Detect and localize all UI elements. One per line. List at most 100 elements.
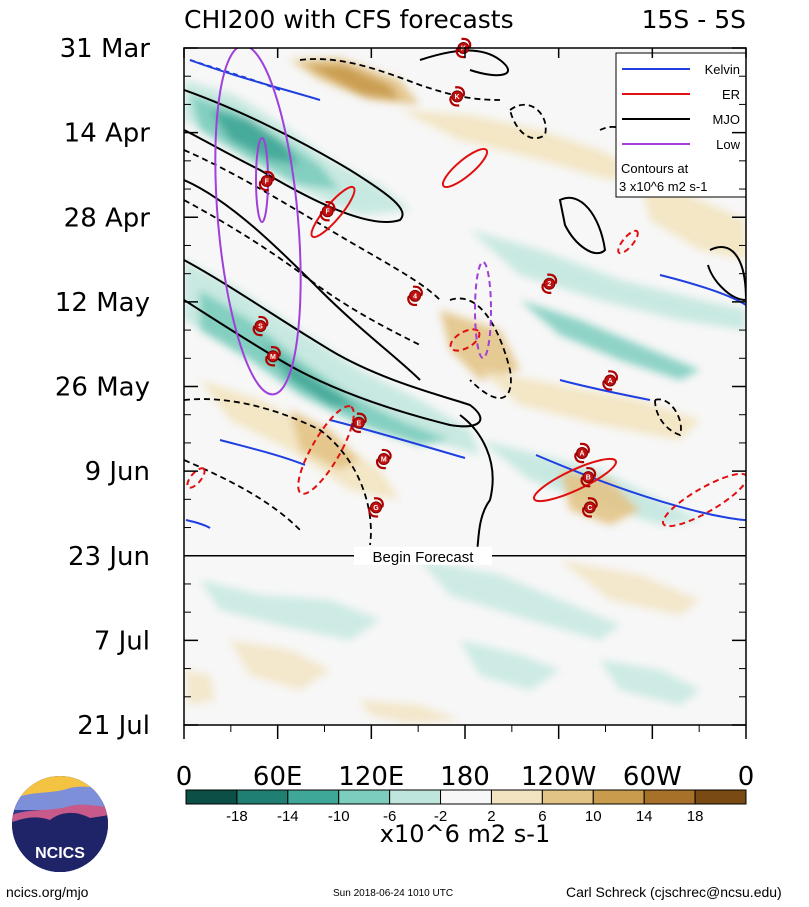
mjo-contour bbox=[184, 89, 404, 223]
footer-url[interactable]: ncics.org/mjo bbox=[6, 884, 89, 900]
footer-timestamp: Sun 2018-06-24 1010 UTC bbox=[333, 888, 454, 899]
storm-arm bbox=[586, 467, 597, 478]
mjo-contour bbox=[184, 179, 421, 381]
storm-arm bbox=[602, 379, 613, 391]
storm-arm bbox=[579, 442, 590, 454]
logo-text: NCICS bbox=[35, 845, 85, 862]
storm-marker: A bbox=[602, 370, 618, 391]
shade-patch bbox=[200, 580, 380, 640]
x-tick-label: 60E bbox=[253, 762, 303, 792]
kelvin-contour bbox=[535, 454, 746, 521]
shade-patch bbox=[186, 670, 215, 705]
storm-dot bbox=[583, 501, 596, 514]
contour-note-line2: 3 x10^6 m2 s-1 bbox=[619, 179, 707, 194]
storm-arm bbox=[407, 295, 418, 306]
storm-dot bbox=[370, 501, 383, 514]
storm-marker: G bbox=[368, 497, 384, 518]
colorbar-level: 10 bbox=[585, 808, 602, 825]
storm-arm bbox=[455, 86, 466, 97]
storm-arm bbox=[258, 180, 269, 192]
storm-dot bbox=[451, 90, 464, 103]
storm-arm bbox=[376, 458, 386, 470]
low-contour-negative bbox=[474, 261, 492, 359]
shade-patch bbox=[560, 560, 700, 615]
shade-patch bbox=[420, 560, 620, 640]
mjo-contour bbox=[558, 197, 607, 255]
contour-note-line1: Contours at bbox=[621, 161, 689, 176]
shade-patch bbox=[600, 660, 700, 705]
wave-contours bbox=[184, 48, 746, 561]
shade-patch bbox=[520, 300, 700, 380]
y-tick-label: 7 Jul bbox=[94, 626, 150, 656]
shade-patch bbox=[460, 640, 560, 690]
y-tick-label: 14 Apr bbox=[64, 119, 151, 149]
storm-arm bbox=[270, 346, 281, 357]
storm-letter: A bbox=[580, 450, 585, 457]
colorbar-swatch bbox=[592, 789, 645, 805]
y-tick-label: 23 Jun bbox=[68, 542, 150, 572]
shade-patch bbox=[470, 230, 746, 330]
chart-title: CHI200 with CFS forecasts bbox=[184, 5, 514, 34]
storm-arm bbox=[381, 448, 392, 460]
shade-patch bbox=[260, 340, 360, 410]
storm-markers: K K F F 4 S M 2 A E M A B G C bbox=[252, 37, 618, 518]
x-tick-label: 120E bbox=[338, 762, 404, 792]
er-contour-negative bbox=[662, 472, 746, 528]
er-contour-negative bbox=[186, 467, 206, 489]
y-tick-label: 28 Apr bbox=[64, 203, 151, 233]
legend: Kelvin ER MJO Low Contours at 3 x10^6 m2… bbox=[615, 52, 747, 198]
footer-author: Carl Schreck (cjschrec@ncsu.edu) bbox=[566, 884, 782, 900]
storm-arm bbox=[252, 325, 263, 337]
colorbar: -18 -14 -10 -6 -2 2 6 10 14 18 bbox=[185, 789, 747, 825]
colorbar-swatch bbox=[287, 789, 340, 805]
storm-letter: K bbox=[461, 46, 466, 53]
storm-marker: 4 bbox=[407, 285, 423, 306]
y-tick-label: 12 May bbox=[55, 288, 150, 318]
storm-letter: M bbox=[270, 354, 276, 361]
colorbar-swatch bbox=[236, 789, 289, 805]
storm-dot bbox=[352, 416, 365, 429]
legend-label-kelvin: Kelvin bbox=[705, 62, 740, 77]
storm-arm bbox=[587, 497, 598, 508]
storm-letter: A bbox=[608, 378, 613, 385]
shade-patch bbox=[230, 640, 330, 690]
legend-frame bbox=[615, 52, 747, 198]
storm-dot bbox=[266, 350, 279, 363]
y-tick-label: 21 Jul bbox=[77, 711, 150, 741]
storm-arm bbox=[608, 370, 618, 381]
storm-dot bbox=[543, 277, 556, 290]
storm-marker: B bbox=[580, 467, 597, 488]
kelvin-contour-negative bbox=[189, 59, 281, 91]
storm-marker: F bbox=[319, 201, 336, 222]
colorbar-swatch bbox=[490, 789, 543, 805]
colorbar-units: x10^6 m2 s-1 bbox=[380, 820, 550, 848]
forecast-marker: Begin Forecast bbox=[184, 546, 746, 566]
colorbar-level: -18 bbox=[226, 808, 248, 825]
kelvin-contour bbox=[219, 439, 306, 466]
mjo-contour-negative bbox=[654, 398, 682, 437]
x-axis: 0 60E 120E 180 120W 60W 0 bbox=[176, 48, 754, 792]
colorbar-swatch bbox=[389, 789, 442, 805]
storm-arm bbox=[580, 476, 591, 488]
y-tick-label: 26 May bbox=[55, 373, 150, 403]
storm-dot bbox=[321, 205, 334, 218]
x-tick-label: 60W bbox=[623, 762, 682, 792]
shade-patch bbox=[290, 410, 360, 470]
legend-label-low: Low bbox=[716, 137, 740, 152]
storm-marker: M bbox=[376, 448, 392, 470]
kelvin-contour bbox=[185, 519, 211, 529]
storm-marker: A bbox=[574, 442, 590, 464]
colorbar-level: -14 bbox=[277, 808, 299, 825]
ncics-logo: NCICS bbox=[12, 776, 108, 872]
storm-arm bbox=[547, 273, 558, 285]
shade-patch bbox=[210, 110, 300, 165]
colorbar-level: -6 bbox=[383, 808, 396, 825]
er-contour-negative bbox=[617, 229, 639, 255]
storm-letter: G bbox=[373, 505, 379, 512]
kelvin-contour bbox=[559, 379, 651, 401]
storm-arm bbox=[582, 506, 593, 518]
storm-letter: F bbox=[265, 178, 270, 185]
storm-letter: E bbox=[357, 420, 362, 427]
storm-arm bbox=[574, 452, 585, 464]
